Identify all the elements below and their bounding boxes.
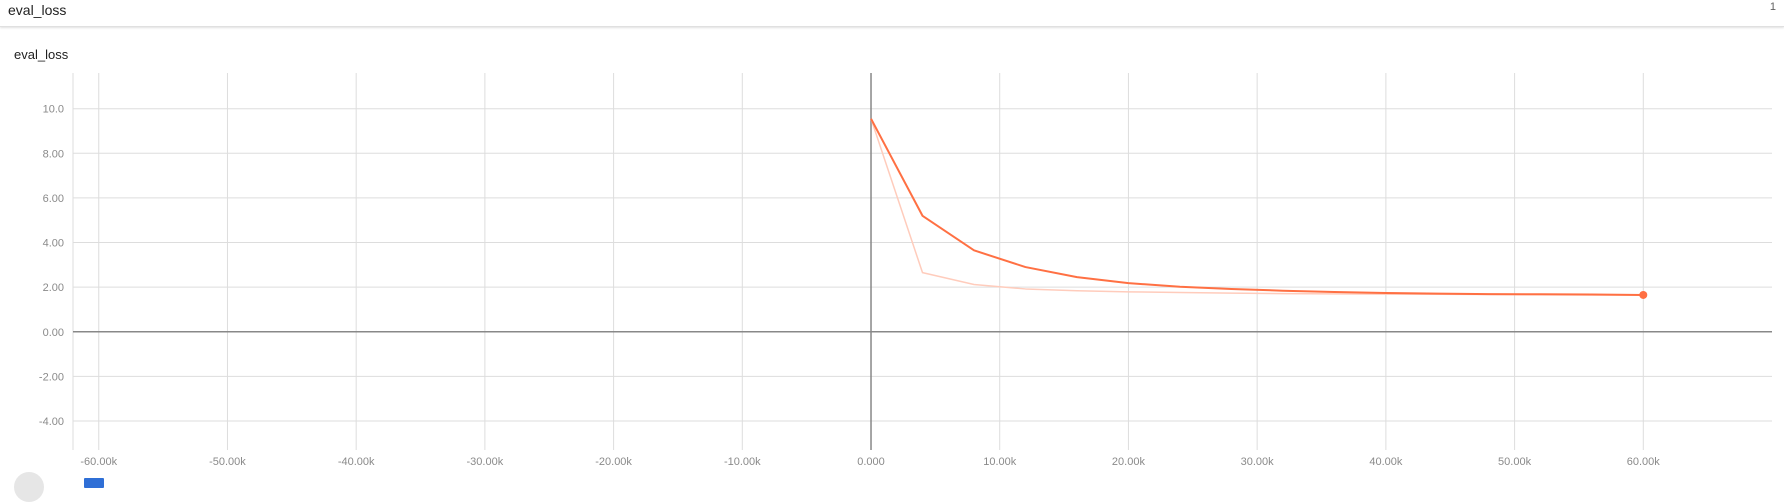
- chart-action-button[interactable]: [14, 472, 44, 502]
- panel-header-title[interactable]: eval_loss: [8, 2, 67, 18]
- chart-card-title: eval_loss: [14, 47, 69, 62]
- x-tick-label: 20.00k: [1112, 456, 1146, 468]
- x-tick-label: -60.00k: [80, 456, 117, 468]
- x-tick-label: -50.00k: [209, 456, 246, 468]
- y-tick-label: 6.00: [43, 193, 64, 205]
- line-chart[interactable]: -60.00k -50.00k -40.00k -30.00k -20.00k -10.0…: [0, 0, 1784, 481]
- y-tick-label: 8.00: [43, 148, 64, 160]
- series-last-point: [1639, 290, 1648, 299]
- x-tick-label: 50.00k: [1498, 456, 1532, 468]
- x-tick-label: -20.00k: [595, 456, 632, 468]
- series-line-smoothed: [870, 118, 1644, 296]
- y-tick-label: 0.00: [43, 327, 64, 339]
- panel-run-count: 1: [1769, 1, 1776, 13]
- x-tick-label: -10.00k: [724, 456, 761, 468]
- x-tick-label: 0.000: [857, 456, 885, 468]
- x-tick-label: 10.00k: [983, 456, 1017, 468]
- fit-domain-icon[interactable]: [84, 478, 104, 488]
- x-tick-label: 60.00k: [1627, 456, 1661, 468]
- y-tick-label: 10.0: [43, 104, 64, 116]
- x-tick-label: 30.00k: [1241, 456, 1275, 468]
- panel-header[interactable]: eval_loss 1: [0, 0, 1784, 27]
- y-tick-label: 4.00: [43, 238, 64, 250]
- x-tick-label: -30.00k: [467, 456, 504, 468]
- y-tick-label: 2.00: [43, 282, 64, 294]
- x-tick-label: 40.00k: [1369, 456, 1403, 468]
- x-tick-label: -40.00k: [338, 456, 375, 468]
- y-tick-label: -2.00: [39, 371, 64, 383]
- y-tick-label: -4.00: [39, 416, 64, 428]
